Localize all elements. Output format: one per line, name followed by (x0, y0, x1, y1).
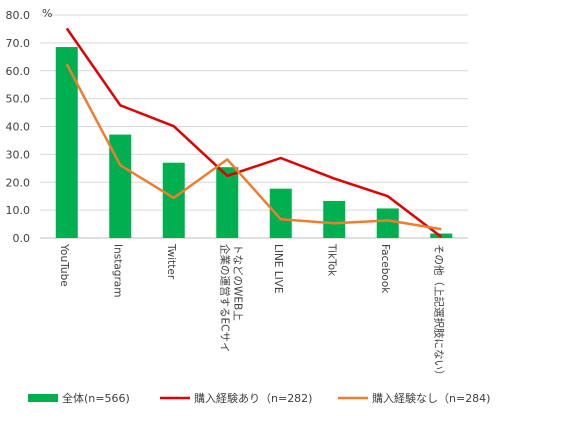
y-tick-label: 0.0 (13, 232, 31, 245)
bar (162, 162, 185, 238)
svg-text:TikTok: TikTok (325, 243, 337, 277)
x-tick-label: Instagram (111, 244, 123, 297)
x-tick-label: 企業の運営するECサイトなどのWEB上 (218, 244, 243, 352)
y-unit-label: % (42, 7, 52, 20)
y-tick-label: 70.0 (6, 37, 31, 50)
legend-label: 全体(n=566) (62, 391, 130, 405)
svg-text:Instagram: Instagram (111, 244, 123, 297)
bar (55, 47, 78, 239)
x-tick-label: YouTube (58, 243, 70, 287)
svg-text:LINE LIVE: LINE LIVE (272, 244, 284, 294)
series-line (65, 63, 442, 231)
y-tick-label: 80.0 (6, 9, 31, 22)
x-tick-label: その他（上記選択肢にない） (432, 244, 445, 381)
y-tick-label: 50.0 (6, 93, 31, 106)
legend-item: 購入経験あり（n=282) (160, 391, 312, 405)
legend-swatch (28, 394, 58, 402)
y-tick-label: 20.0 (6, 176, 31, 189)
x-tick-label: LINE LIVE (272, 244, 284, 294)
svg-text:Facebook: Facebook (379, 244, 391, 294)
svg-text:その他（上記選択肢にない）: その他（上記選択肢にない） (432, 244, 445, 381)
bar (323, 200, 346, 238)
legend-item: 購入経験なし（n=284) (338, 391, 490, 405)
svg-text:企業の運営するECサイトなどのWEB上: 企業の運営するECサイトなどのWEB上 (218, 244, 243, 352)
bar (269, 188, 292, 238)
svg-text:Twitter: Twitter (165, 243, 177, 280)
y-tick-label: 30.0 (6, 148, 31, 161)
bar (109, 134, 132, 238)
x-tick-label: TikTok (325, 243, 337, 277)
legend-label: 購入経験あり（n=282) (194, 391, 312, 405)
legend-label: 購入経験なし（n=284) (372, 391, 490, 405)
x-tick-label: Twitter (165, 243, 177, 280)
y-tick-label: 10.0 (6, 204, 31, 217)
x-tick-label: Facebook (379, 244, 391, 294)
bar (216, 167, 239, 238)
series-line (65, 27, 443, 238)
svg-text:YouTube: YouTube (58, 243, 70, 287)
bar (376, 208, 399, 238)
y-tick-label: 60.0 (6, 65, 31, 78)
y-tick-label: 40.0 (6, 121, 31, 134)
legend-item: 全体(n=566) (28, 391, 130, 405)
